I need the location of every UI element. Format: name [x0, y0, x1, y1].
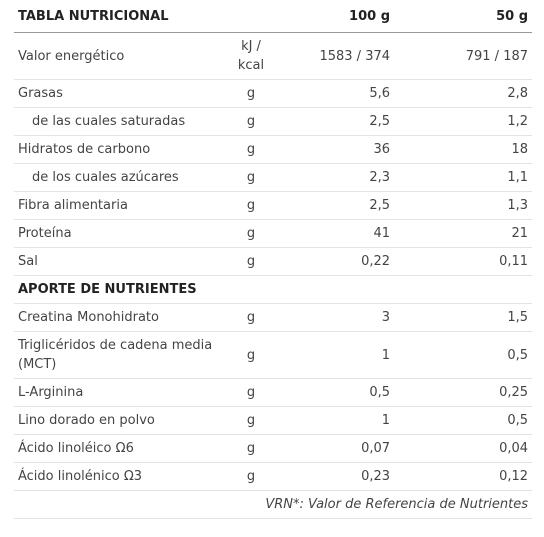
- nutrient-name: Valor energético: [14, 32, 230, 80]
- table-row: Fibra alimentaria g 2,5 1,3: [14, 191, 533, 220]
- value-100g: 1: [272, 331, 393, 379]
- value-50g: 0,5: [392, 331, 533, 379]
- nutrient-name: de los cuales azúcares: [14, 163, 230, 192]
- unit: g: [230, 107, 273, 136]
- value-50g: 1,5: [392, 303, 533, 332]
- unit: g: [230, 378, 273, 407]
- column-header: 50 g: [392, 3, 533, 33]
- value-50g: 0,5: [392, 406, 533, 435]
- unit: g: [230, 406, 273, 435]
- table-row: Sal g 0,22 0,11: [14, 247, 533, 276]
- table-row: Triglicéridos de cadena media (MCT) g 1 0,5: [14, 331, 533, 379]
- unit: g: [230, 163, 273, 192]
- value-50g: 0,04: [392, 434, 533, 463]
- value-50g: 1,2: [392, 107, 533, 136]
- value-100g: 1: [272, 406, 393, 435]
- value-100g: 5,6: [272, 79, 393, 108]
- table-row: Grasas g 5,6 2,8: [14, 79, 533, 108]
- value-100g: 0,22: [272, 247, 393, 276]
- section-title: APORTE DE NUTRIENTES: [14, 275, 533, 304]
- unit: g: [230, 219, 273, 248]
- table-row: Proteína g 41 21: [14, 219, 533, 248]
- value-100g: 2,5: [272, 191, 393, 220]
- value-50g: 21: [392, 219, 533, 248]
- value-100g: 0,5: [272, 378, 393, 407]
- column-header: 100 g: [272, 3, 393, 33]
- table-row: Creatina Monohidrato g 3 1,5: [14, 303, 533, 332]
- nutrient-name: Creatina Monohidrato: [14, 303, 230, 332]
- nutrient-name: Proteína: [14, 219, 230, 248]
- unit: g: [230, 462, 273, 491]
- value-100g: 0,23: [272, 462, 393, 491]
- table-row: Hidratos de carbono g 36 18: [14, 135, 533, 164]
- nutrient-name: Ácido linolénico Ω3: [14, 462, 230, 491]
- unit: g: [230, 247, 273, 276]
- value-50g: 0,12: [392, 462, 533, 491]
- value-50g: 1,3: [392, 191, 533, 220]
- value-50g: 791 / 187: [392, 32, 533, 80]
- value-100g: 2,5: [272, 107, 393, 136]
- value-50g: 2,8: [392, 79, 533, 108]
- unit: g: [230, 135, 273, 164]
- unit: g: [230, 434, 273, 463]
- unit: g: [230, 331, 273, 379]
- table-row: Ácido linolénico Ω3 g 0,23 0,12: [14, 462, 533, 491]
- value-100g: 1583 / 374: [272, 32, 393, 80]
- unit: g: [230, 303, 273, 332]
- nutrient-name: de las cuales saturadas: [14, 107, 230, 136]
- nutrient-name: Ácido linoléico Ω6: [14, 434, 230, 463]
- table-row: de las cuales saturadas g 2,5 1,2: [14, 107, 533, 136]
- value-100g: 2,3: [272, 163, 393, 192]
- header-row: TABLA NUTRICIONAL 100 g 50 g: [14, 3, 533, 33]
- nutrient-name: Hidratos de carbono: [14, 135, 230, 164]
- footer-row: VRN*: Valor de Referencia de Nutrientes: [14, 490, 533, 519]
- table-row: Ácido linoléico Ω6 g 0,07 0,04: [14, 434, 533, 463]
- value-50g: 0,11: [392, 247, 533, 276]
- value-100g: 3: [272, 303, 393, 332]
- value-50g: 1,1: [392, 163, 533, 192]
- table-row: Valor energético kJ / kcal 1583 / 374 791 /…: [14, 32, 533, 80]
- nutrient-name: Lino dorado en polvo: [14, 406, 230, 435]
- table-row: de los cuales azúcares g 2,3 1,1: [14, 163, 533, 192]
- table-row: APORTE DE NUTRIENTES: [14, 275, 533, 304]
- value-50g: 18: [392, 135, 533, 164]
- nutrient-name: Triglicéridos de cadena media (MCT): [14, 331, 230, 379]
- nutrient-name: Grasas: [14, 79, 230, 108]
- table-title: TABLA NUTRICIONAL: [14, 3, 273, 33]
- value-100g: 41: [272, 219, 393, 248]
- table-row: Lino dorado en polvo g 1 0,5: [14, 406, 533, 435]
- nutrient-name: L-Arginina: [14, 378, 230, 407]
- nutrient-name: Fibra alimentaria: [14, 191, 230, 220]
- table-row: L-Arginina g 0,5 0,25: [14, 378, 533, 407]
- nutrient-name: Sal: [14, 247, 230, 276]
- value-100g: 36: [272, 135, 393, 164]
- value-50g: 0,25: [392, 378, 533, 407]
- nutrition-table: TABLA NUTRICIONAL 100 g 50 g Valor energ…: [14, 3, 533, 519]
- unit: g: [230, 79, 273, 108]
- unit: kJ / kcal: [230, 32, 273, 80]
- unit: g: [230, 191, 273, 220]
- value-100g: 0,07: [272, 434, 393, 463]
- table-body: Valor energético kJ / kcal 1583 / 374 791 /…: [14, 32, 533, 519]
- footnote: VRN*: Valor de Referencia de Nutrientes: [14, 490, 533, 519]
